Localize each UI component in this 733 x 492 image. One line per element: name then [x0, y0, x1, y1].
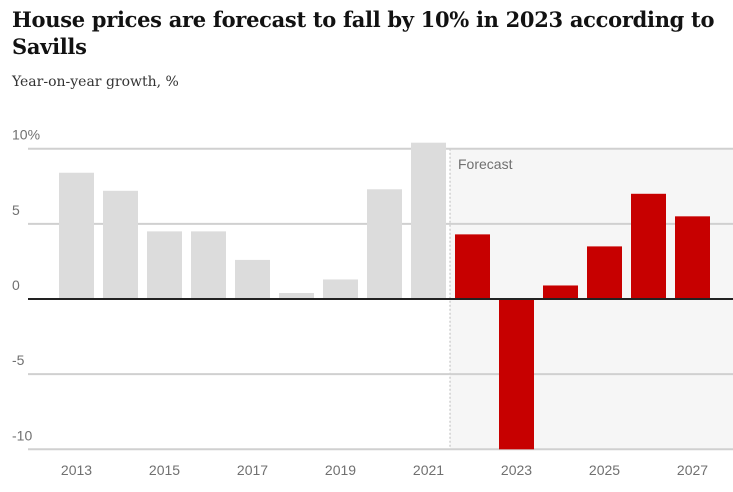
bar-2023	[499, 299, 534, 450]
bar-2021	[411, 142, 446, 299]
bar-2017	[235, 259, 270, 299]
y-tick-label: -10	[12, 427, 32, 443]
bar-2022	[455, 234, 490, 299]
bar-2025	[587, 246, 622, 299]
bar-2014	[103, 190, 138, 299]
x-tick-label: 2027	[677, 462, 708, 478]
x-tick-label: 2025	[589, 462, 620, 478]
y-tick-label: 10%	[12, 127, 40, 143]
y-tick-label: 0	[12, 277, 20, 293]
x-tick-label: 2015	[149, 462, 180, 478]
x-tick-label: 2013	[61, 462, 92, 478]
x-tick-label: 2019	[325, 462, 356, 478]
bar-2016	[191, 231, 226, 299]
bar-2019	[323, 279, 358, 299]
bar-2013	[59, 172, 94, 299]
bar-2020	[367, 189, 402, 299]
chart-title: House prices are forecast to fall by 10%…	[12, 7, 715, 59]
bar-2027	[675, 216, 710, 299]
x-tick-label: 2021	[413, 462, 444, 478]
x-tick-label: 2017	[237, 462, 268, 478]
chart-subtitle: Year-on-year growth, %	[12, 74, 179, 90]
bar-2026	[631, 193, 666, 299]
x-tick-label: 2023	[501, 462, 532, 478]
bar-2024	[543, 285, 578, 299]
forecast-label: Forecast	[458, 156, 513, 172]
bar-2015	[147, 231, 182, 299]
bar-2018	[279, 292, 314, 299]
y-tick-label: -5	[12, 352, 25, 368]
y-tick-label: 5	[12, 202, 20, 218]
